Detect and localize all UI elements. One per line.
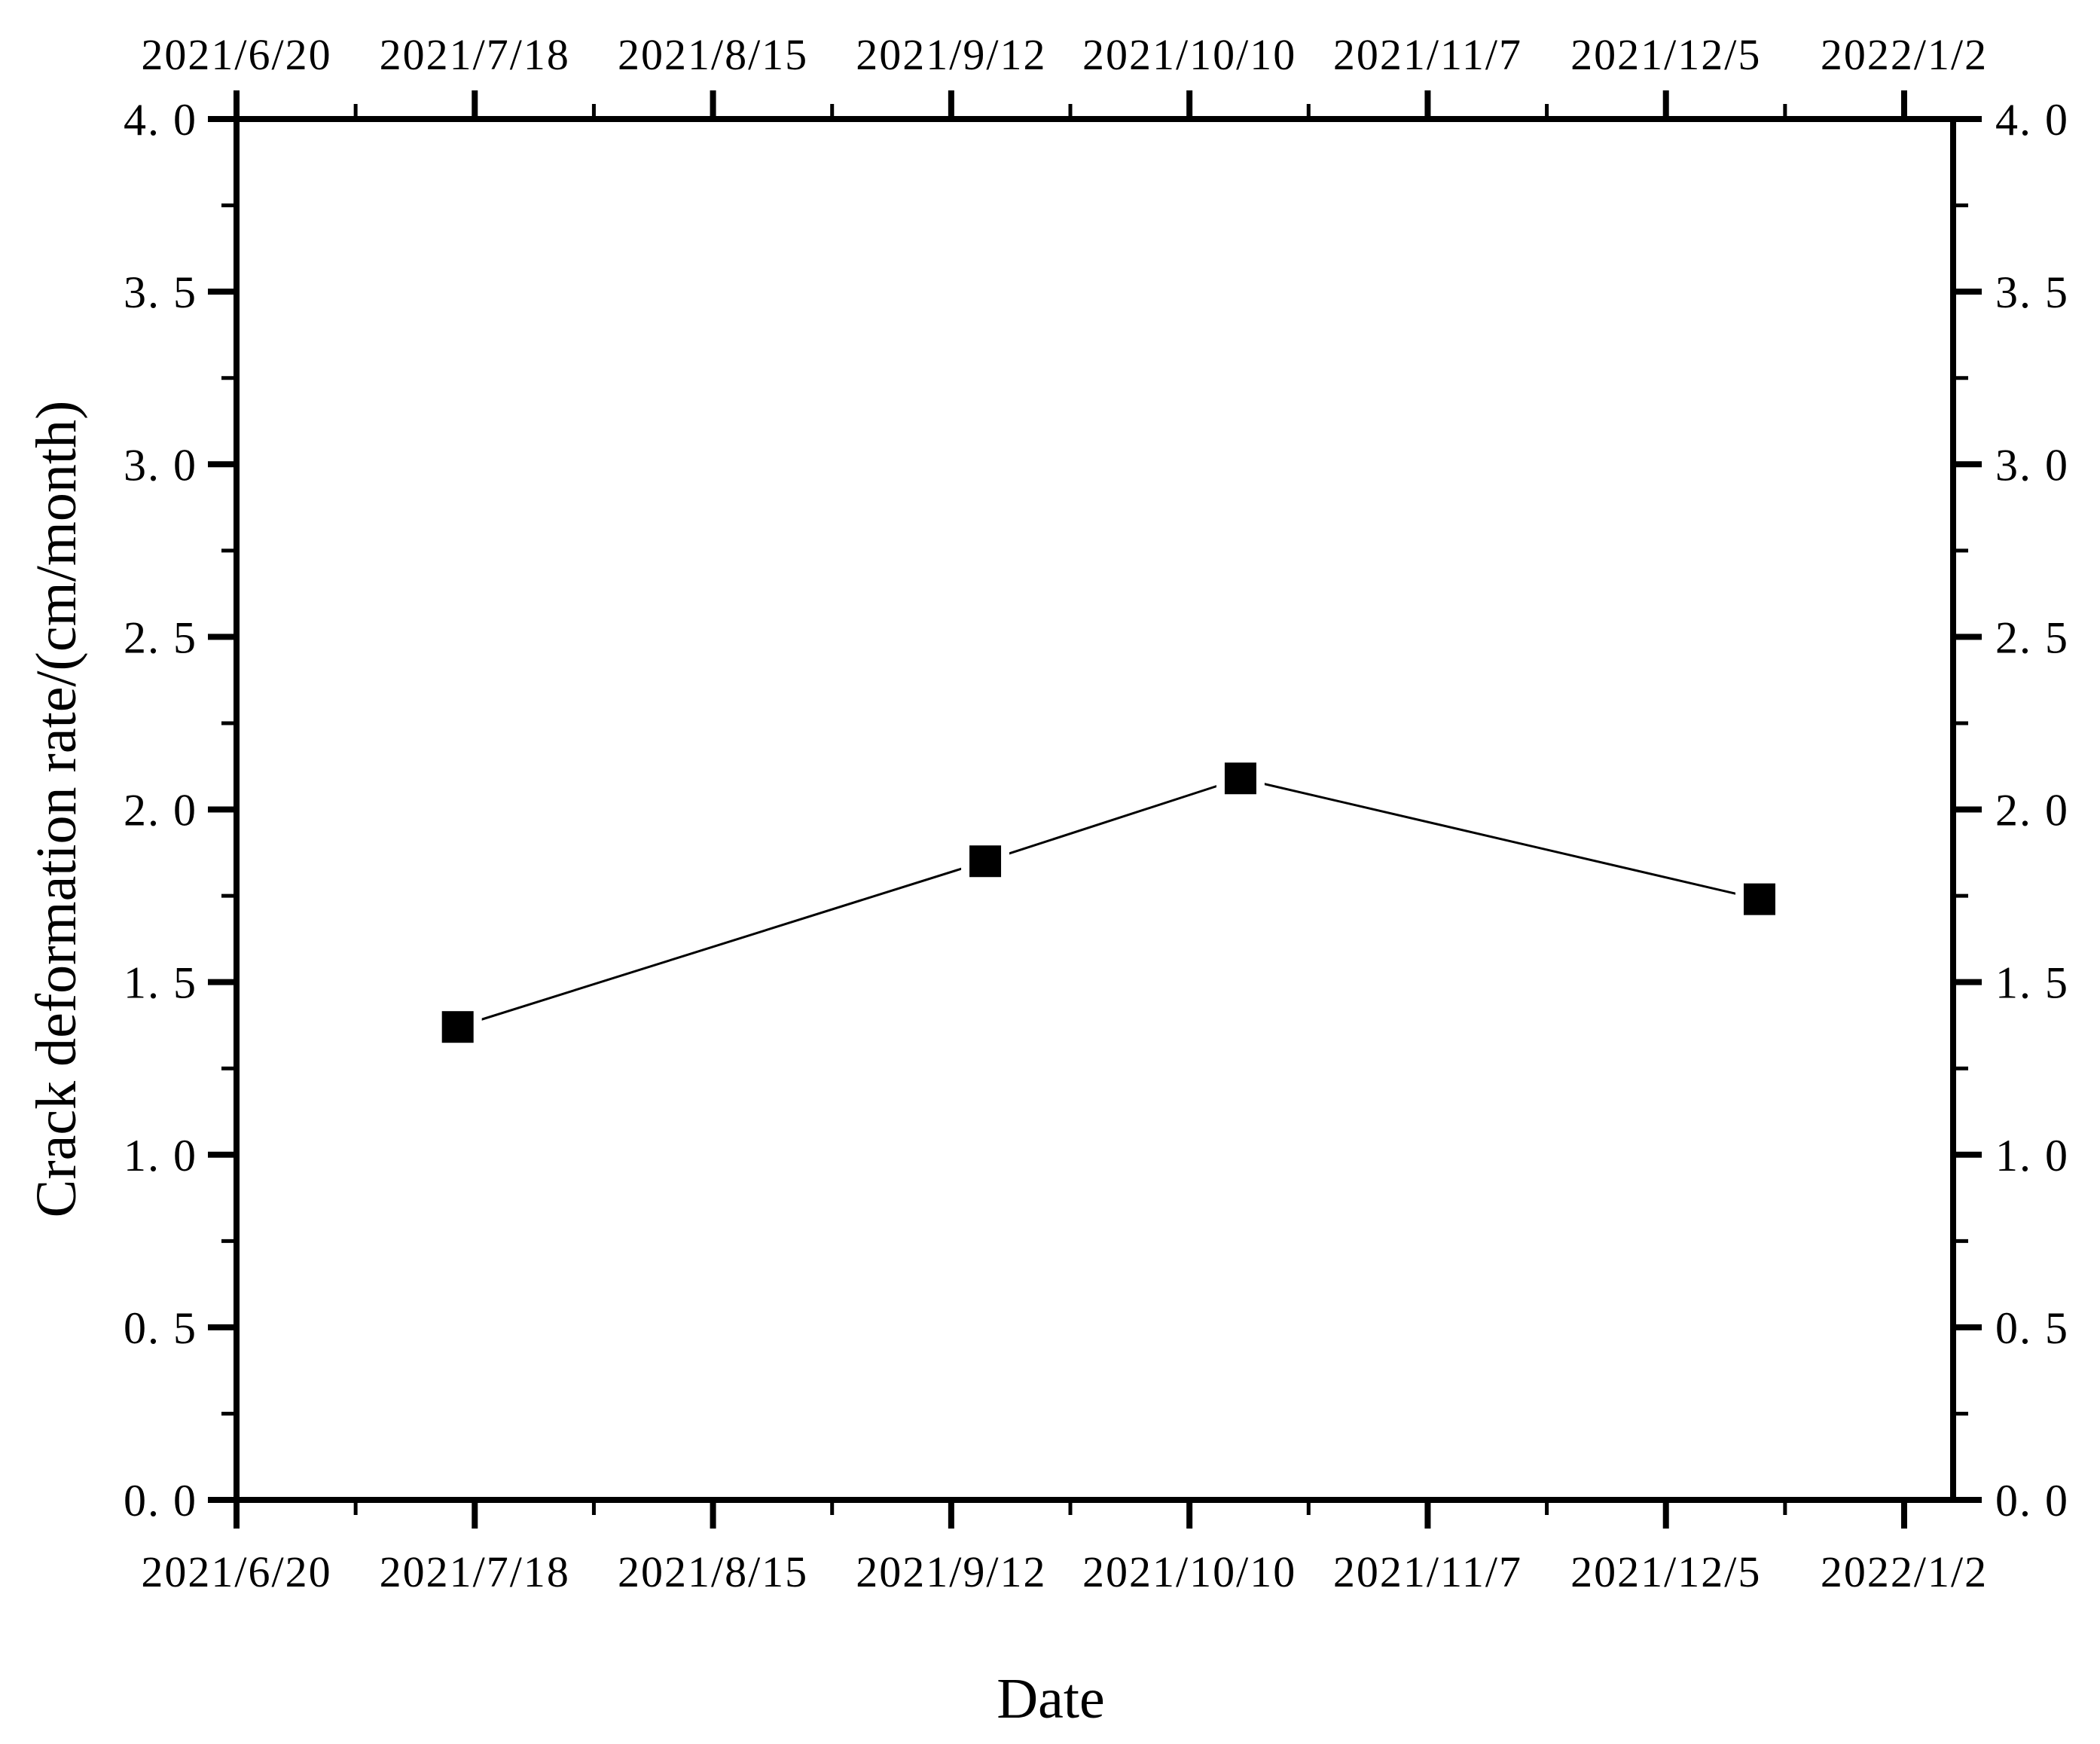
x-tick-label-top: 2021/11/7 (1333, 30, 1522, 79)
x-tick-label-top: 2021/9/12 (856, 30, 1046, 79)
x-tick-label-bottom: 2021/11/7 (1333, 1547, 1522, 1596)
y-tick-label-right: 2. 5 (1995, 612, 2069, 662)
y-tick-label-right: 0. 5 (1995, 1303, 2069, 1353)
y-tick-label-right: 1. 0 (1995, 1131, 2069, 1180)
y-tick-label-left: 1. 5 (124, 958, 197, 1008)
x-tick-label-bottom: 2021/6/20 (141, 1547, 331, 1596)
x-tick-label-top: 2021/7/18 (380, 30, 570, 79)
y-tick-label-right: 3. 5 (1995, 267, 2069, 317)
y-tick-label-right: 0. 0 (1995, 1476, 2069, 1526)
x-tick-label-bottom: 2021/9/12 (856, 1547, 1046, 1596)
y-tick-label-right: 4. 0 (1995, 95, 2069, 145)
x-tick-label-top: 2022/1/2 (1821, 30, 1988, 79)
data-point-marker (441, 1011, 474, 1043)
x-tick-label-bottom: 2021/7/18 (380, 1547, 570, 1596)
y-tick-label-right: 2. 0 (1995, 786, 2069, 835)
x-tick-label-top: 2021/12/5 (1570, 30, 1761, 79)
y-tick-label-left: 0. 0 (124, 1476, 197, 1526)
x-tick-label-bottom: 2021/8/15 (618, 1547, 808, 1596)
data-point-marker (1224, 762, 1256, 795)
x-tick-label-bottom: 2021/10/10 (1082, 1547, 1296, 1596)
x-tick-label-bottom: 2022/1/2 (1821, 1547, 1988, 1596)
data-point-marker (1743, 883, 1775, 915)
x-tick-label-top: 2021/8/15 (618, 30, 808, 79)
data-series (433, 754, 1784, 1052)
x-axis-title: Date (997, 1667, 1104, 1730)
y-tick-label-right: 3. 0 (1995, 440, 2069, 490)
y-tick-label-left: 0. 5 (124, 1303, 197, 1353)
y-tick-label-left: 3. 5 (124, 267, 197, 317)
axis-ticks (208, 90, 1982, 1529)
y-tick-label-left: 3. 0 (124, 440, 197, 490)
x-tick-label-top: 2021/10/10 (1082, 30, 1296, 79)
series-line (457, 777, 1760, 1028)
x-tick-label-top: 2021/6/20 (141, 30, 331, 79)
y-tick-label-left: 2. 0 (124, 786, 197, 835)
x-tick-label-bottom: 2021/12/5 (1570, 1547, 1761, 1596)
axis-tick-labels: 2021/6/20 2021/6/20 2021/7/18 2021/7/18 2021… (124, 30, 2069, 1596)
y-tick-label-right: 1. 5 (1995, 958, 2069, 1008)
y-tick-label-left: 1. 0 (124, 1131, 197, 1180)
y-tick-label-left: 4. 0 (124, 95, 197, 145)
data-point-marker (969, 845, 1002, 878)
y-tick-label-left: 2. 5 (124, 612, 197, 662)
y-axis-title: Crack deformation rate/(cm/month) (25, 401, 88, 1218)
